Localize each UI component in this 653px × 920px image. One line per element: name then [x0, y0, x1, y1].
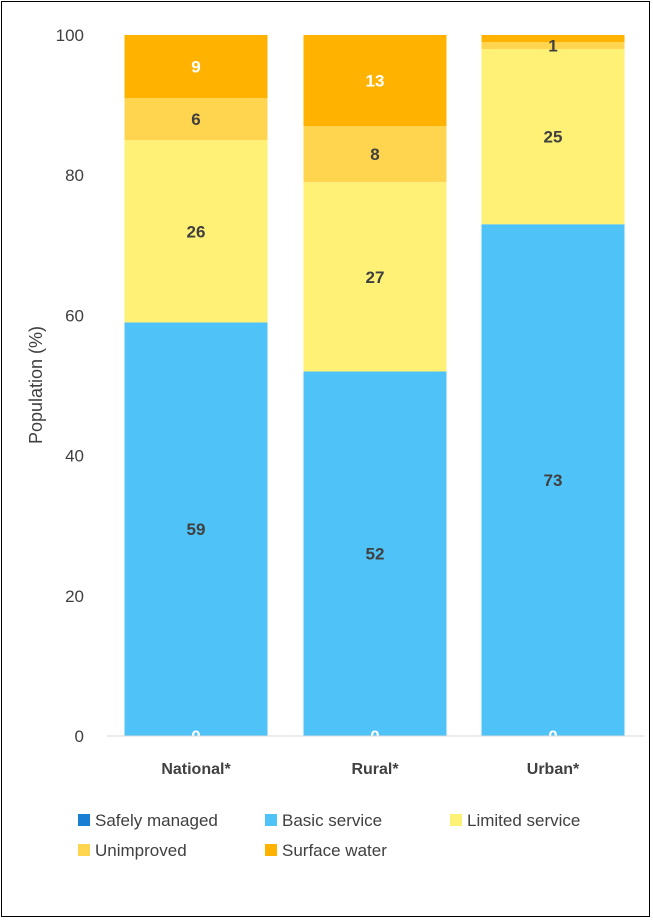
y-axis-title: Population (%) — [26, 326, 46, 444]
bar-segment-unimproved-1 — [303, 126, 447, 183]
x-tick-label: Rural* — [351, 761, 399, 778]
data-label-surface-water-0: 9 — [191, 58, 200, 77]
legend-label-safely-managed: Safely managed — [95, 811, 218, 830]
legend-swatch-surface-water — [265, 844, 277, 856]
data-label-surface-water-1: 13 — [366, 72, 385, 91]
bar-segment-unimproved-0 — [124, 98, 268, 141]
data-label-basic-service-2: 73 — [544, 471, 563, 490]
legend-label-limited-service: Limited service — [467, 811, 580, 830]
bar-segment-surface-water-1 — [303, 35, 447, 127]
legend-swatch-limited-service — [450, 814, 462, 826]
legend-label-basic-service: Basic service — [282, 811, 382, 830]
legend-swatch-safely-managed — [78, 814, 90, 826]
x-tick-label: National* — [161, 761, 231, 778]
y-tick-label: 60 — [65, 306, 84, 325]
bar-segment-basic-service-2 — [481, 224, 625, 736]
y-tick-label: 100 — [56, 26, 84, 45]
legend-swatch-unimproved — [78, 844, 90, 856]
y-tick-label: 0 — [75, 727, 84, 746]
bar-segment-surface-water-2 — [481, 35, 625, 43]
bar-segment-basic-service-1 — [303, 371, 447, 736]
bar-segment-surface-water-0 — [124, 35, 268, 99]
bar-segment-limited-service-2 — [481, 49, 625, 225]
data-label-unimproved-2: 1 — [548, 37, 557, 56]
y-tick-label: 80 — [65, 166, 84, 185]
legend: Safely managed Basic service Limited servi… — [78, 811, 580, 860]
y-tick-labels: 0 20 40 60 80 100 — [56, 26, 84, 746]
x-tick-labels: National* Rural* Urban* — [161, 761, 580, 778]
bar-segment-basic-service-0 — [124, 322, 268, 736]
data-label-basic-service-1: 52 — [366, 545, 385, 564]
data-label-limited-service-0: 26 — [187, 222, 206, 241]
legend-label-surface-water: Surface water — [282, 841, 387, 860]
bars-group — [124, 35, 625, 736]
data-label-limited-service-2: 25 — [544, 128, 563, 147]
data-label-unimproved-1: 8 — [370, 145, 379, 164]
legend-swatch-basic-service — [265, 814, 277, 826]
bar-segment-limited-service-0 — [124, 140, 268, 323]
bar-segment-unimproved-2 — [481, 42, 625, 50]
bar-segment-limited-service-1 — [303, 182, 447, 372]
data-label-basic-service-0: 59 — [187, 520, 206, 539]
data-label-limited-service-1: 27 — [366, 268, 385, 287]
y-tick-label: 40 — [65, 447, 84, 466]
y-tick-label: 20 — [65, 587, 84, 606]
legend-label-unimproved: Unimproved — [95, 841, 187, 860]
x-tick-label: Urban* — [527, 761, 580, 778]
data-label-unimproved-0: 6 — [191, 110, 200, 129]
